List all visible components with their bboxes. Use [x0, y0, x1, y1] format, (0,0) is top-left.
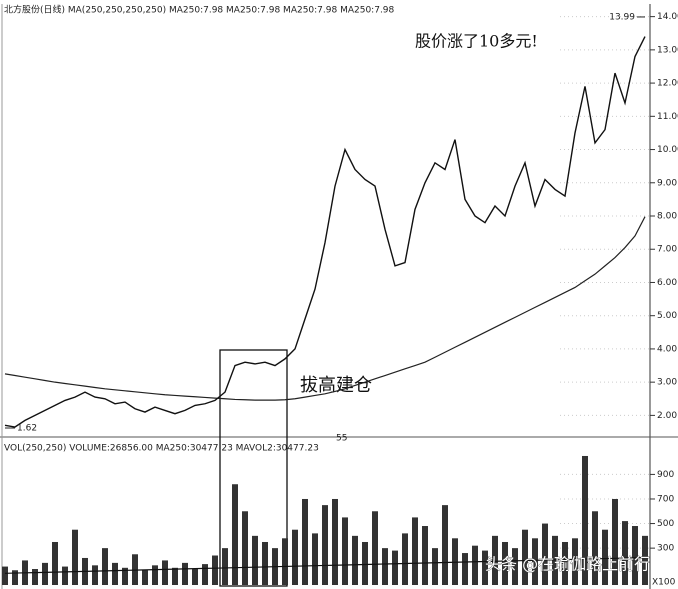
- volume-bar: [412, 517, 418, 585]
- volume-bar: [322, 505, 328, 585]
- y-tick-label: 4.00: [657, 344, 677, 354]
- volume-bar: [282, 538, 288, 585]
- volume-bar: [12, 570, 18, 585]
- volume-bar: [552, 535, 558, 585]
- volume-bar: [382, 548, 388, 585]
- volume-bar: [262, 541, 268, 585]
- volume-bar: [612, 498, 618, 585]
- y-tick-label: 5.00: [657, 311, 677, 321]
- price-line: [4, 36, 646, 428]
- volume-bar: [152, 565, 158, 585]
- volume-bar: [252, 535, 258, 585]
- y-tick-label: 300: [657, 544, 674, 554]
- volume-bar: [2, 566, 8, 585]
- y-tick-label: 13.00: [657, 45, 678, 55]
- volume-bar: [212, 555, 218, 585]
- volume-bar: [522, 529, 528, 585]
- volume-bar: [352, 535, 358, 585]
- volume-bar: [42, 562, 48, 585]
- volume-bar: [122, 567, 128, 585]
- y-tick-label: 900: [657, 470, 674, 480]
- y-tick-label: 500: [657, 519, 674, 529]
- volume-bar: [232, 484, 238, 585]
- volume-bar: [52, 541, 58, 585]
- volume-bar: [622, 521, 628, 585]
- ma-line: [4, 216, 646, 401]
- volume-bar: [102, 548, 108, 585]
- y-tick-label: 8.00: [657, 212, 677, 222]
- y-tick-label: 12.00: [657, 79, 678, 89]
- high-label: 13.99: [609, 12, 635, 22]
- volume-bar: [582, 455, 588, 585]
- annotation: 股价涨了10多元!: [415, 32, 538, 51]
- y-tick-label: 2.00: [657, 411, 677, 421]
- volume-bar: [72, 529, 78, 585]
- volume-bar: [92, 565, 98, 585]
- y-tick-label: 10.00: [657, 145, 678, 155]
- volume-bar: [292, 529, 298, 585]
- volume-bar: [192, 569, 198, 585]
- volume-bar: [222, 548, 228, 585]
- volume-bar: [572, 538, 578, 585]
- volume-bar: [542, 523, 548, 585]
- volume-bar: [432, 548, 438, 585]
- volume-bar: [202, 564, 208, 585]
- y-tick-label: 11.00: [657, 112, 678, 122]
- y-tick-label: 14.00: [657, 12, 678, 22]
- y-tick-label: 700: [657, 494, 674, 504]
- volume-bar: [402, 533, 408, 585]
- volume-bar: [332, 498, 338, 585]
- watermark: 头条 @在瑜伽路上前行: [485, 555, 650, 574]
- volume-bar: [142, 570, 148, 585]
- volume-bar: [182, 562, 188, 585]
- highlight-box: [219, 349, 288, 587]
- low-label: 1.62: [17, 424, 37, 434]
- volume-bar: [502, 541, 508, 585]
- volume-bar: [342, 517, 348, 585]
- y-tick-label: 7.00: [657, 245, 677, 255]
- volume-bar: [442, 505, 448, 585]
- volume-bar: [302, 498, 308, 585]
- volume-bar: [632, 526, 638, 585]
- volume-bar: [602, 529, 608, 585]
- y-tick-label: 3.00: [657, 378, 677, 388]
- volume-bar: [112, 562, 118, 585]
- volume-bar: [392, 550, 398, 585]
- price-header: 北方股份(日线) MA(250,250,250,250) MA250:7.98 …: [4, 4, 395, 16]
- volume-bar: [452, 538, 458, 585]
- volume-bar: [642, 535, 648, 585]
- volume-header: VOL(250,250) VOLUME:26856.00 MA250:30477…: [4, 444, 319, 454]
- volume-bar: [172, 567, 178, 585]
- volume-bar: [492, 535, 498, 585]
- y-tick-label: 6.00: [657, 278, 677, 288]
- volume-bar: [242, 511, 248, 585]
- volume-bar: [462, 553, 468, 585]
- volume-bar: [372, 511, 378, 585]
- volume-bar: [592, 511, 598, 585]
- y-tick-label: 9.00: [657, 178, 677, 188]
- volume-ma-line: [4, 556, 646, 574]
- volume-bar: [512, 548, 518, 585]
- annotation: 55: [336, 434, 347, 444]
- volume-bar: [422, 526, 428, 585]
- volume-bar: [562, 541, 568, 585]
- volume-bar: [312, 533, 318, 585]
- unit-label: X100: [652, 578, 676, 588]
- volume-bar: [472, 545, 478, 585]
- volume-bar: [482, 550, 488, 585]
- volume-bar: [532, 538, 538, 585]
- annotation: 拔高建仓: [300, 375, 372, 396]
- volume-bar: [362, 541, 368, 585]
- volume-bar: [162, 560, 168, 585]
- volume-bar: [32, 569, 38, 585]
- volume-bar: [62, 566, 68, 585]
